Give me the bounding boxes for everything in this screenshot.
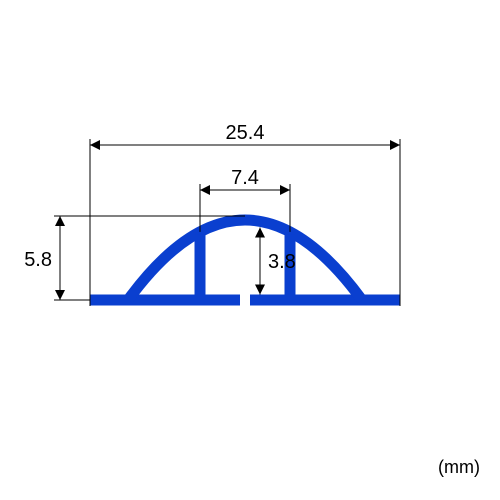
svg-text:25.4: 25.4 — [226, 122, 265, 144]
profile-shape — [90, 220, 400, 300]
svg-text:3.8: 3.8 — [268, 251, 296, 273]
cross-section-diagram: 25.4 7.4 5.8 3.8 — [0, 0, 500, 500]
svg-text:7.4: 7.4 — [231, 167, 259, 189]
unit-label: (mm) — [438, 457, 480, 478]
svg-text:5.8: 5.8 — [24, 249, 52, 271]
